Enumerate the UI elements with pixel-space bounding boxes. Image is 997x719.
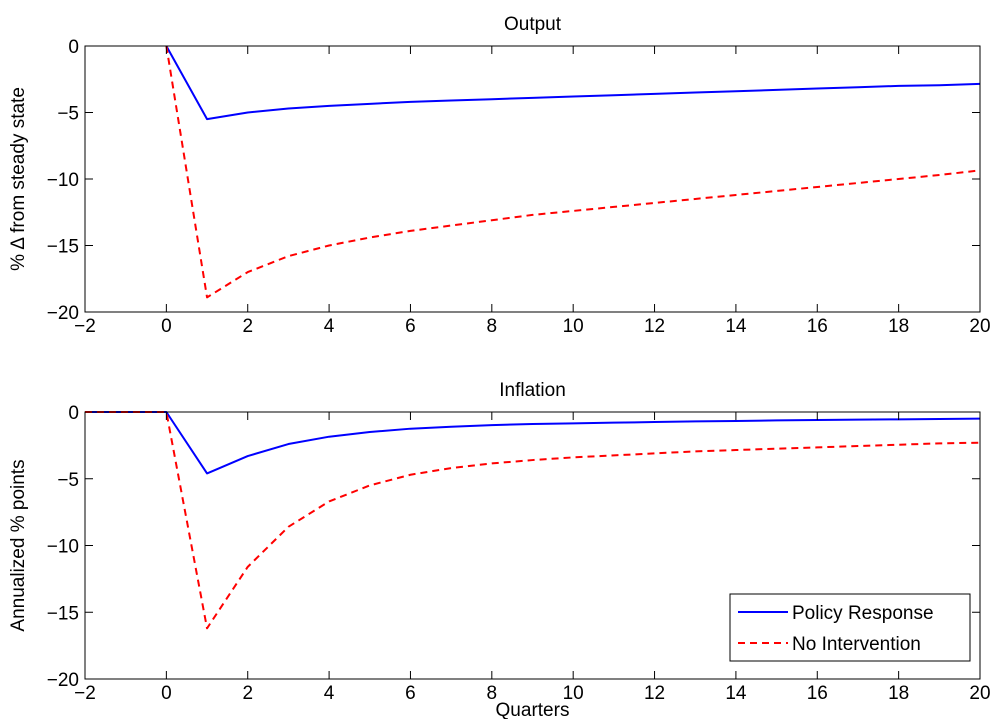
x-tick-label: 14 bbox=[725, 683, 747, 704]
x-tick-label: 0 bbox=[161, 316, 172, 337]
x-tick-label: 10 bbox=[563, 683, 584, 704]
series-line-no-intervention bbox=[165, 45, 981, 299]
legend: Policy Response No Intervention bbox=[729, 593, 971, 662]
x-tick-label: 16 bbox=[807, 316, 828, 337]
x-axis-label: Quarters bbox=[496, 700, 570, 719]
series-line-policy-response bbox=[85, 411, 981, 475]
x-tick-label: −2 bbox=[74, 316, 96, 337]
y-tick-label: −5 bbox=[57, 104, 79, 125]
x-tick-label: 4 bbox=[324, 316, 335, 337]
y-tick-label: 0 bbox=[68, 403, 79, 424]
x-tick-label: 12 bbox=[644, 316, 665, 337]
y-tick-label: −15 bbox=[47, 603, 79, 624]
series-line-no-intervention bbox=[85, 411, 981, 630]
inflation-panel: −2 0 2 4 6 8 10 12 14 16 18 200−5−10−15−20Inflation… bbox=[8, 380, 991, 719]
y-tick-label: −15 bbox=[47, 237, 79, 258]
x-tick-label: 0 bbox=[161, 683, 172, 704]
x-tick-label: 2 bbox=[242, 683, 253, 704]
x-tick-label: 10 bbox=[563, 316, 584, 337]
series-line-policy-response bbox=[165, 45, 981, 121]
x-tick-label: 14 bbox=[725, 316, 747, 337]
x-tick-label: −2 bbox=[74, 683, 96, 704]
x-tick-label: 18 bbox=[888, 316, 909, 337]
x-tick-label: 20 bbox=[969, 316, 990, 337]
y-tick-label: −20 bbox=[47, 303, 79, 324]
x-tick-label: 4 bbox=[324, 683, 335, 704]
x-tick-label: 6 bbox=[405, 316, 416, 337]
x-tick-label: 20 bbox=[969, 683, 990, 704]
x-tick-label: 8 bbox=[487, 683, 498, 704]
x-tick-label: 16 bbox=[807, 683, 828, 704]
chart-title: Output bbox=[504, 14, 562, 35]
legend-box bbox=[729, 593, 971, 662]
y-tick-label: −5 bbox=[57, 470, 79, 491]
x-tick-label: 2 bbox=[242, 316, 253, 337]
y-tick-label: −10 bbox=[47, 537, 79, 558]
x-tick-label: 6 bbox=[405, 683, 416, 704]
x-tick-label: 18 bbox=[888, 683, 909, 704]
y-axis-label: % Δ from steady state bbox=[8, 87, 29, 271]
legend-label: Policy Response bbox=[792, 603, 934, 624]
y-axis-label: Annualized % points bbox=[8, 459, 29, 631]
x-tick-label: 12 bbox=[644, 683, 665, 704]
legend-label: No Intervention bbox=[792, 634, 921, 655]
chart-title: Inflation bbox=[499, 380, 566, 401]
y-tick-label: −10 bbox=[47, 170, 79, 191]
y-tick-label: −20 bbox=[47, 670, 79, 691]
x-tick-label: 8 bbox=[487, 316, 498, 337]
axes-box bbox=[84, 45, 981, 313]
y-tick-label: 0 bbox=[68, 37, 79, 58]
